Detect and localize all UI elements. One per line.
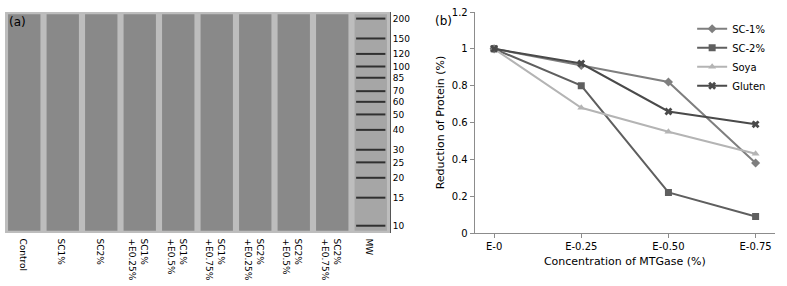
svg-text:SC2%+E0.25%: SC2%+E0.25% <box>243 239 265 281</box>
svg-text:(b): (b) <box>435 14 452 28</box>
svg-text:SC2%+E0.75%: SC2%+E0.75% <box>320 239 342 281</box>
svg-text:Gluten: Gluten <box>732 81 765 92</box>
svg-text:E-0.75: E-0.75 <box>740 241 772 252</box>
svg-text:1.2: 1.2 <box>452 7 468 18</box>
svg-text:85: 85 <box>393 73 404 83</box>
svg-text:SC1%+E0.75%: SC1%+E0.75% <box>204 239 226 281</box>
svg-text:MW: MW <box>364 239 374 256</box>
svg-text:30: 30 <box>393 145 405 155</box>
svg-text:Soya: Soya <box>732 62 757 73</box>
svg-text:E-0.25: E-0.25 <box>565 241 597 252</box>
svg-text:SC1%+E0.25%: SC1%+E0.25% <box>127 239 149 281</box>
svg-text:E-0: E-0 <box>486 241 502 252</box>
svg-text:1: 1 <box>461 43 467 54</box>
svg-text:0.2: 0.2 <box>452 191 468 202</box>
svg-text:(a): (a) <box>9 15 26 29</box>
svg-text:70: 70 <box>393 86 405 96</box>
svg-text:120: 120 <box>393 49 410 59</box>
svg-text:SC1%: SC1% <box>56 239 66 266</box>
svg-text:15: 15 <box>393 193 404 203</box>
svg-text:SC-2%: SC-2% <box>732 43 765 54</box>
svg-text:0: 0 <box>461 228 467 239</box>
svg-text:200: 200 <box>393 14 410 24</box>
svg-text:0.8: 0.8 <box>452 80 468 91</box>
svg-text:SC2%+E0.5%: SC2%+E0.5% <box>281 239 303 276</box>
svg-text:100: 100 <box>393 62 410 72</box>
svg-text:E-0.50: E-0.50 <box>652 241 684 252</box>
svg-text:20: 20 <box>393 173 405 183</box>
svg-text:Control: Control <box>18 239 28 272</box>
svg-text:SC-1%: SC-1% <box>732 24 765 35</box>
svg-text:Concentration of MTGase (%): Concentration of MTGase (%) <box>544 255 706 268</box>
svg-text:0.6: 0.6 <box>452 117 468 128</box>
svg-text:SC1%+E0.5%: SC1%+E0.5% <box>166 239 188 276</box>
svg-text:0.4: 0.4 <box>452 154 468 165</box>
svg-text:150: 150 <box>393 34 410 44</box>
svg-text:Reduction of Protein (%): Reduction of Protein (%) <box>434 56 447 190</box>
svg-text:SC2%: SC2% <box>95 239 105 266</box>
svg-text:60: 60 <box>393 97 405 107</box>
svg-text:50: 50 <box>393 110 405 120</box>
svg-text:25: 25 <box>393 158 404 168</box>
svg-text:40: 40 <box>393 125 405 135</box>
svg-text:10: 10 <box>393 221 405 231</box>
